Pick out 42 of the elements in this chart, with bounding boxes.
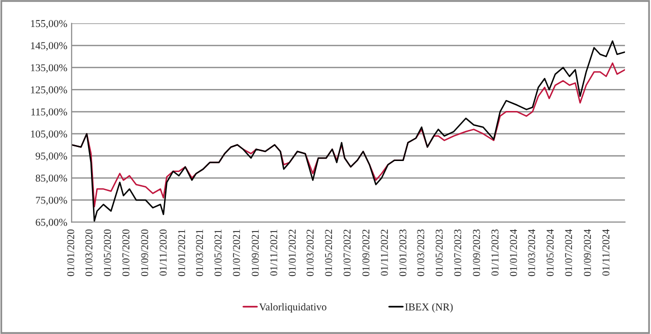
x-tick-label: 01/11/2022: [380, 230, 388, 276]
x-tick-label: 01/05/2022: [325, 230, 332, 276]
x-tick-label: 01/05/2021: [214, 230, 222, 276]
y-tick-label: 145,00%: [31, 42, 68, 51]
x-tick-label: 01/01/2024: [510, 229, 517, 276]
y-tick-label: 85,00%: [36, 174, 68, 184]
x-tick-label: 01/03/2022: [306, 230, 314, 276]
x-tick-label: 01/03/2021: [196, 230, 204, 276]
legend-label: IBEX (NR): [405, 303, 453, 313]
x-tick-label: 01/07/2023: [454, 229, 462, 276]
y-tick-label: 105,00%: [31, 130, 68, 139]
x-tick-label: 01/05/2024: [546, 229, 554, 276]
x-tick-label: 01/11/2021: [270, 230, 278, 276]
y-tick-label: 95,00%: [36, 152, 68, 162]
x-tick-label: 01/07/2021: [232, 230, 240, 276]
x-tick-label: 01/01/2022: [288, 230, 296, 276]
x-tick-label: 01/05/2020: [104, 229, 111, 276]
x-tick-label: 01/11/2020: [160, 229, 167, 276]
x-tick-label: 01/09/2021: [252, 230, 259, 276]
x-tick-label: 01/03/2023: [417, 229, 424, 276]
x-tick-label: 01/07/2020: [122, 229, 130, 276]
x-tick-label: 01/07/2022: [344, 230, 351, 276]
x-tick-label: 01/09/2023: [472, 229, 480, 276]
x-tick-label: 01/11/2024: [602, 229, 610, 276]
y-tick-label: 135,00%: [31, 64, 68, 73]
y-tick-label: 125,00%: [31, 86, 68, 95]
x-tick-label: 01/01/2023: [399, 229, 406, 276]
y-tick-label: 65,00%: [36, 218, 68, 228]
x-tick-label: 01/03/2020: [85, 229, 92, 276]
x-tick-label: 01/09/2022: [362, 230, 370, 276]
x-tick-label: 01/01/2021: [178, 230, 186, 276]
y-tick-label: 75,00%: [36, 196, 68, 206]
legend-label: Valorliquidativo: [259, 303, 326, 313]
x-tick-label: 01/09/2020: [141, 229, 148, 276]
x-tick-label: 01/11/2023: [491, 229, 498, 276]
y-tick-label: 115,00%: [31, 108, 68, 117]
y-tick-label: 155,00%: [31, 20, 68, 29]
x-tick-label: 01/07/2024: [565, 229, 572, 276]
x-tick-label: 01/09/2024: [584, 229, 591, 276]
x-tick-label: 01/01/2020: [67, 229, 74, 276]
x-tick-label: 01/03/2024: [528, 229, 536, 276]
x-tick-label: 01/05/2023: [436, 229, 443, 276]
